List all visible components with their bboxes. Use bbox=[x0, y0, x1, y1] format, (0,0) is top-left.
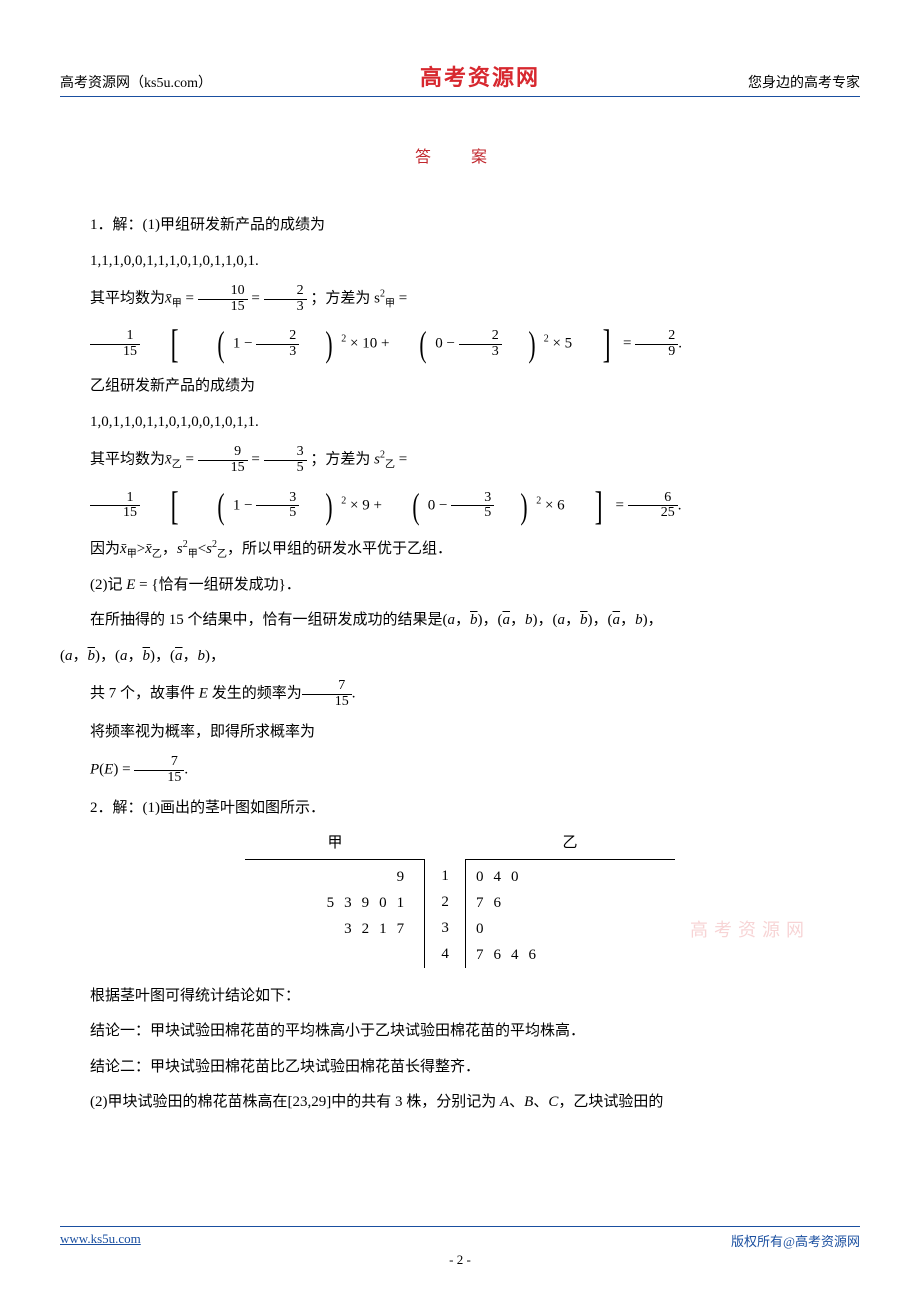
sl-r1: 040 bbox=[466, 864, 675, 890]
mean-yi-num2: 3 bbox=[264, 445, 307, 461]
q1-part2-a: (2)记 E = {恰有一组研发成功}． bbox=[60, 573, 860, 599]
mean-jia-num2: 2 bbox=[264, 284, 307, 300]
header-right: 您身边的高考专家 bbox=[748, 72, 860, 92]
var-jia-label: ；方差为 s bbox=[310, 291, 380, 307]
sl-s4: 4 bbox=[425, 941, 465, 967]
freq-den: 15 bbox=[302, 695, 352, 710]
q1-mean-yi: 其平均数为x̄乙 = 915 = 35 ；方差为 s2乙 = bbox=[60, 445, 860, 475]
sl-head-left: 甲 bbox=[245, 831, 425, 859]
b1-t2-den: 3 bbox=[459, 345, 502, 360]
content-body: 1．解：(1)甲组研发新产品的成绩为 1,1,1,0,0,1,1,1,0,1,0… bbox=[60, 213, 860, 1116]
mean-yi-sub: 乙 bbox=[172, 460, 182, 471]
eq-sign: = bbox=[185, 291, 197, 307]
sl-s2: 2 bbox=[425, 889, 465, 915]
mean-jia-den1: 15 bbox=[198, 300, 248, 315]
b2-res-den: 25 bbox=[628, 506, 678, 521]
mean-jia-sub: 甲 bbox=[172, 299, 182, 310]
q2-part2: (2)甲块试验田的棉花苗株高在[23,29]中的共有 3 株，分别记为 A、B、… bbox=[60, 1090, 860, 1116]
page-header: 高考资源网（ks5u.com） 高考资源网 您身边的高考专家 bbox=[60, 60, 860, 97]
q1-part2-b2: (a，b)，(a，b)，(a，b)， bbox=[60, 644, 860, 670]
q1-seq-jia: 1,1,1,0,0,1,1,1,0,1,0,1,1,0,1. bbox=[60, 249, 860, 275]
b2-t1-mult: × 9 + bbox=[350, 497, 386, 513]
mean-jia-num1: 10 bbox=[198, 284, 248, 300]
q1-pe: P(E) = 715. bbox=[60, 755, 860, 785]
header-center-brand: 高考资源网 bbox=[420, 60, 540, 92]
var-yi-sub: 乙 bbox=[385, 460, 395, 471]
q1-part2-c: 共 7 个，故事件 E 发生的频率为715. bbox=[60, 679, 860, 709]
sl-head-right: 乙 bbox=[465, 831, 675, 859]
pe-num: 7 bbox=[134, 755, 184, 771]
q2-concl2: 结论二：甲块试验田棉花苗比乙块试验田棉花苗长得整齐． bbox=[60, 1055, 860, 1081]
q1-var-yi-expr: 115 [ (1 − 35)2 × 9 + (0 − 35)2 × 6 ] = … bbox=[60, 486, 860, 526]
mean-yi-den1: 15 bbox=[198, 461, 248, 476]
header-left: 高考资源网（ks5u.com） bbox=[60, 72, 212, 92]
mean-yi-num1: 9 bbox=[198, 445, 248, 461]
sl-r2: 76 bbox=[466, 890, 675, 916]
sl-r3: 0 bbox=[466, 916, 675, 942]
b2-t2-mult: × 6 bbox=[545, 497, 565, 513]
b1-t1-mult: × 10 + bbox=[350, 336, 393, 352]
b2-res-num: 6 bbox=[628, 491, 678, 507]
b1-t1-den: 3 bbox=[256, 345, 299, 360]
stem-leaf-plot: 甲 乙 9 53901 3217 1 2 3 4 040 bbox=[245, 831, 675, 968]
pe-den: 15 bbox=[134, 771, 184, 786]
b2-lead-den: 15 bbox=[90, 506, 140, 521]
footer-page-number: - 2 - bbox=[60, 1252, 860, 1268]
answers-title: 答 案 bbox=[60, 143, 860, 167]
page-footer: www.ks5u.com 版权所有@高考资源网 - 2 - bbox=[60, 1226, 860, 1268]
q1-part2-b: 在所抽得的 15 个结果中，恰有一组研发成功的结果是(a，b)，(a，b)，(a… bbox=[60, 608, 860, 634]
sl-s1: 1 bbox=[425, 863, 465, 889]
q2-concl1: 结论一：甲块试验田棉花苗的平均株高小于乙块试验田棉花苗的平均株高． bbox=[60, 1019, 860, 1045]
b1-res-num: 2 bbox=[635, 329, 678, 345]
q1-var-jia-expr: 115 [ (1 − 23)2 × 10 + (0 − 23)2 × 5 ] =… bbox=[60, 324, 860, 364]
b2-lead-num: 1 bbox=[90, 491, 140, 507]
b1-lead-den: 15 bbox=[90, 345, 140, 360]
sl-l2: 53901 bbox=[245, 890, 424, 916]
q1-compare: 因为x̄甲>x̄乙，s2甲<s2乙，所以甲组的研发水平优于乙组． bbox=[60, 536, 860, 563]
b1-lead-num: 1 bbox=[90, 329, 140, 345]
b2-t2-num: 3 bbox=[451, 491, 494, 507]
q1-part2-d: 将频率视为概率，即得所求概率为 bbox=[60, 720, 860, 746]
freq-num: 7 bbox=[302, 679, 352, 695]
b2-t2-den: 5 bbox=[451, 506, 494, 521]
b1-t1-num: 2 bbox=[256, 329, 299, 345]
sl-l1: 9 bbox=[245, 864, 424, 890]
q2-concl-intro: 根据茎叶图可得统计结论如下： bbox=[60, 984, 860, 1010]
b1-t2-mult: × 5 bbox=[552, 336, 572, 352]
footer-copyright: 版权所有@高考资源网 bbox=[731, 1231, 860, 1250]
watermark: 高考资源网 bbox=[690, 916, 810, 942]
sl-s3: 3 bbox=[425, 915, 465, 941]
q1-line1: 1．解：(1)甲组研发新产品的成绩为 bbox=[60, 213, 860, 239]
q1-mean-jia: 其平均数为x̄甲 = 1015 = 23 ；方差为 s2甲 = bbox=[60, 284, 860, 314]
sl-l3: 3217 bbox=[245, 916, 424, 942]
q1-seq-yi: 1,0,1,1,0,1,1,0,1,0,0,1,0,1,1. bbox=[60, 410, 860, 436]
mean-jia-den2: 3 bbox=[264, 300, 307, 315]
sl-r4: 7646 bbox=[466, 942, 675, 968]
q1-line-yi-intro: 乙组研发新产品的成绩为 bbox=[60, 374, 860, 400]
sl-l4 bbox=[245, 942, 424, 968]
b1-res-den: 9 bbox=[635, 345, 678, 360]
mean-yi-den2: 5 bbox=[264, 461, 307, 476]
footer-url: www.ks5u.com bbox=[60, 1231, 141, 1250]
b1-t2-num: 2 bbox=[459, 329, 502, 345]
q2-line1: 2．解：(1)画出的茎叶图如图所示． bbox=[60, 796, 860, 822]
var-jia-sub: 甲 bbox=[385, 299, 395, 310]
var-jia-eq: = bbox=[399, 291, 407, 307]
b2-t1-den: 5 bbox=[256, 506, 299, 521]
b2-t1-num: 3 bbox=[256, 491, 299, 507]
